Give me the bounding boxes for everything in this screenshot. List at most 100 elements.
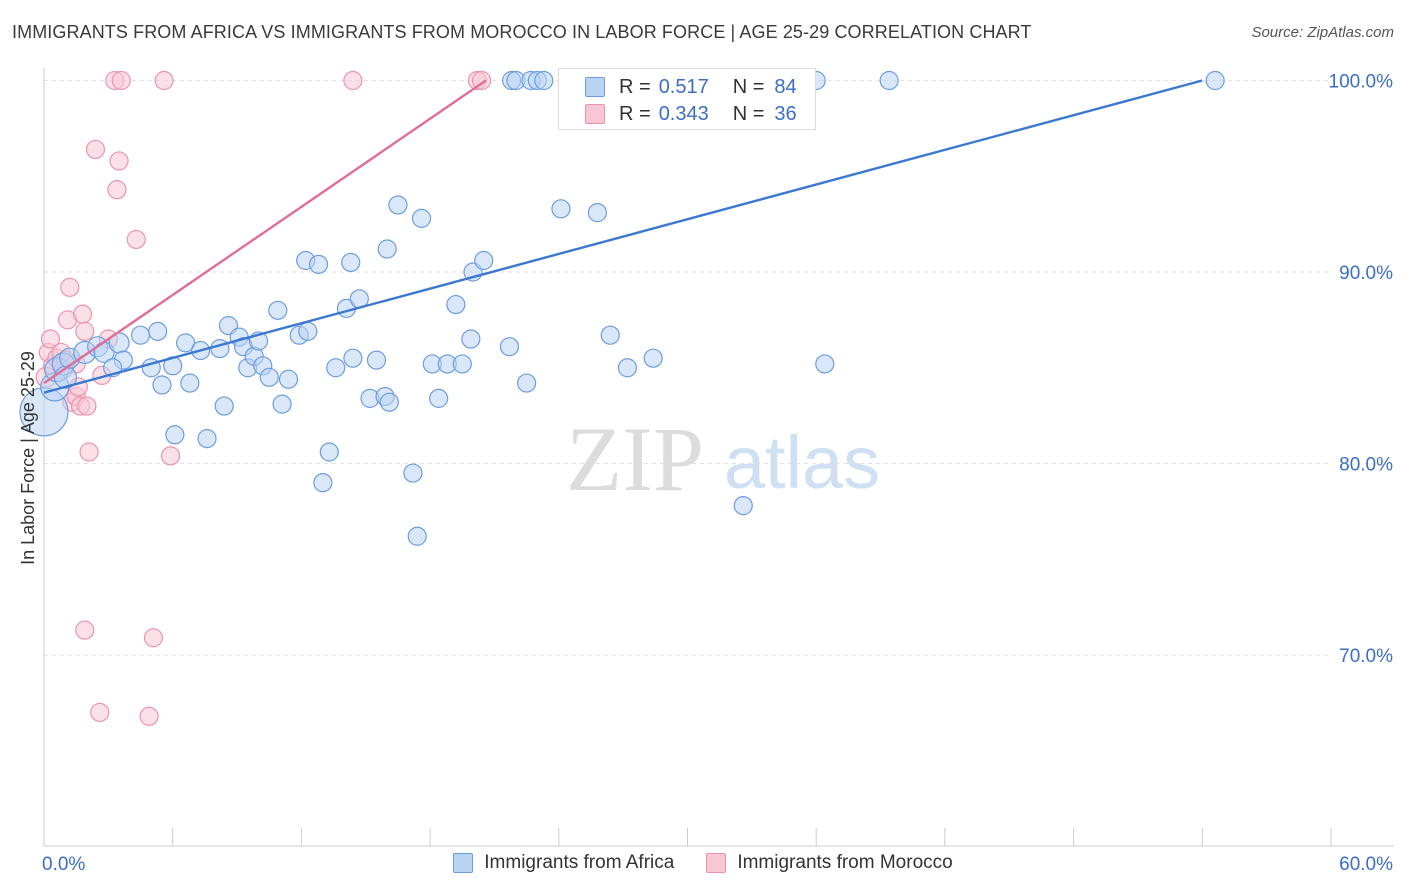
chart-legend: Immigrants from Africa Immigrants from M… <box>0 852 1406 874</box>
y-axis-title: In Labor Force | Age 25-29 <box>18 351 38 565</box>
x-tick-label-max: 60.0% <box>1339 854 1393 875</box>
n-label: N = <box>732 102 765 125</box>
data-point-morocco <box>60 277 80 297</box>
data-point-africa <box>268 300 288 320</box>
data-point-africa <box>600 325 620 345</box>
data-point-africa <box>499 337 520 357</box>
data-point-morocco <box>139 706 159 726</box>
data-point-africa <box>272 394 292 414</box>
data-point-africa <box>319 442 339 462</box>
data-point-africa <box>175 333 196 353</box>
data-point-africa <box>733 496 753 516</box>
data-point-africa <box>377 239 397 259</box>
data-point-africa <box>366 350 387 370</box>
data-point-africa <box>165 425 185 445</box>
data-point-morocco <box>73 304 93 324</box>
morocco-swatch <box>585 104 605 124</box>
data-point-africa <box>388 195 408 215</box>
africa-swatch <box>585 77 605 97</box>
data-point-africa <box>411 208 432 228</box>
data-point-morocco <box>343 70 363 91</box>
data-point-morocco <box>154 70 174 91</box>
r-value-morocco: 0.343 <box>658 102 709 125</box>
watermark-atlas: atlas <box>724 421 880 504</box>
data-point-africa <box>815 354 835 374</box>
y-tick-label: 80.0% <box>1339 455 1393 476</box>
r-value-africa: 0.517 <box>658 75 709 98</box>
data-point-morocco <box>75 321 95 341</box>
data-point-morocco <box>471 70 492 91</box>
data-point-africa <box>1205 70 1225 91</box>
legend-swatch-africa <box>453 853 474 873</box>
stats-row-africa: R = 0.517 N = 84 <box>559 73 797 101</box>
data-point-morocco <box>126 229 146 250</box>
trend-line-morocco <box>43 79 487 385</box>
gridlines <box>44 80 1331 656</box>
y-tick-label: 100.0% <box>1329 72 1394 93</box>
data-point-morocco <box>160 446 181 466</box>
data-point-africa <box>474 250 494 271</box>
stats-row-morocco: R = 0.343 N = 36 <box>559 100 797 128</box>
r-label: R = <box>619 75 651 98</box>
data-point-africa <box>461 329 481 349</box>
source-label: Source: ZipAtlas.com <box>1251 24 1394 41</box>
y-tick-label: 90.0% <box>1339 263 1393 284</box>
data-point-africa <box>152 375 172 395</box>
data-point-africa <box>534 70 554 91</box>
data-point-morocco <box>75 620 95 640</box>
data-point-africa <box>403 463 423 483</box>
trend-lines <box>43 79 1203 394</box>
legend-swatch-morocco <box>706 853 727 873</box>
data-point-africa <box>643 348 663 368</box>
data-point-morocco <box>143 628 163 648</box>
data-point-morocco <box>90 702 110 723</box>
correlation-stats-box: R = 0.517 N = 84 R = 0.343 N = 36 <box>558 68 816 130</box>
data-point-africa <box>210 339 230 359</box>
watermark-zip: ZIP <box>566 408 704 510</box>
data-point-africa <box>130 325 151 345</box>
data-point-africa <box>343 348 363 368</box>
data-point-morocco <box>109 151 129 171</box>
legend-item-africa[interactable]: Immigrants from Africa <box>453 852 674 874</box>
n-label: N = <box>732 75 765 98</box>
data-point-morocco <box>85 139 106 160</box>
data-point-africa <box>308 254 329 274</box>
data-point-africa <box>407 526 427 546</box>
data-point-africa <box>379 392 399 412</box>
x-tick-label-min: 0.0% <box>42 854 85 875</box>
data-point-africa <box>214 396 234 416</box>
data-point-africa <box>587 203 608 223</box>
y-tick-label: 70.0% <box>1339 646 1393 667</box>
data-point-africa <box>180 373 200 393</box>
data-point-morocco <box>107 180 127 200</box>
data-point-morocco <box>77 396 97 416</box>
axes <box>43 68 1394 847</box>
n-value-africa: 84 <box>774 75 797 98</box>
data-point-africa <box>446 294 466 315</box>
r-label: R = <box>619 102 651 125</box>
data-point-africa <box>259 367 279 387</box>
tick-labels: 70.0% 80.0% 90.0% 100.0% 0.0% 60.0% <box>42 72 1393 876</box>
trend-line-africa <box>43 79 1203 394</box>
series-morocco <box>35 70 492 726</box>
data-point-morocco <box>79 442 99 462</box>
data-point-africa <box>551 199 571 219</box>
data-point-africa <box>517 373 537 393</box>
data-point-africa <box>452 354 472 374</box>
data-point-africa <box>313 473 333 493</box>
data-point-africa <box>298 321 318 341</box>
data-point-africa <box>429 388 449 408</box>
n-value-morocco: 36 <box>774 102 797 125</box>
data-point-africa <box>148 321 168 341</box>
data-point-africa <box>278 369 299 389</box>
data-point-africa <box>326 358 346 378</box>
data-point-morocco <box>40 329 61 349</box>
data-point-africa <box>197 429 217 449</box>
data-point-morocco <box>111 70 131 91</box>
watermark: ZIP atlas <box>566 408 880 510</box>
legend-label-morocco: Immigrants from Morocco <box>737 852 953 873</box>
data-point-africa <box>879 70 899 91</box>
data-point-africa <box>341 252 361 273</box>
legend-item-morocco[interactable]: Immigrants from Morocco <box>706 852 953 874</box>
